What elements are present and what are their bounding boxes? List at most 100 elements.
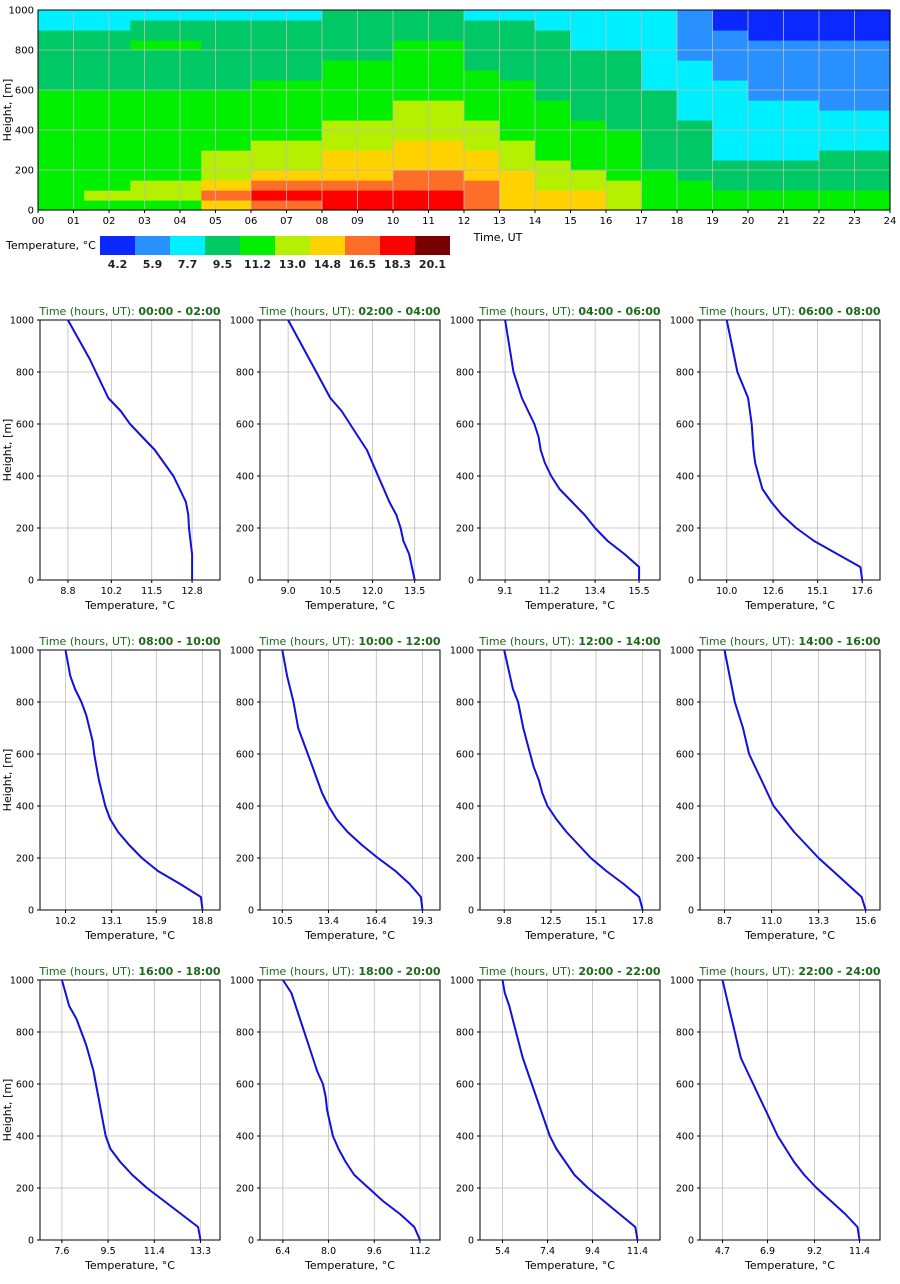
temperature-profile-line	[67, 319, 194, 580]
heatmap-cell	[641, 30, 678, 41]
heatmap-cell	[464, 150, 501, 161]
heatmap-cell	[712, 170, 749, 181]
heatmap-cell	[499, 130, 536, 141]
panel-title-range: 12:00 - 14:00	[578, 635, 661, 648]
heatmap-cell	[84, 160, 131, 171]
panel-y-tick-label: 200	[676, 854, 694, 865]
panel-y-tick-label: 400	[16, 802, 34, 813]
heatmap-cell	[712, 60, 749, 71]
legend-label: 13.0	[279, 258, 306, 271]
heatmap-cell	[606, 30, 643, 41]
heatmap-cell	[130, 110, 202, 121]
heatmap-cell	[464, 120, 501, 131]
panel-y-tick-label: 600	[676, 1080, 694, 1091]
heatmap-cell	[712, 40, 749, 51]
panel-x-tick-label: 13.4	[318, 916, 339, 927]
panel-x-tick-label: 8.7	[717, 916, 732, 927]
heatmap-cell	[570, 20, 607, 31]
panel-title-range: 18:00 - 20:00	[358, 965, 441, 978]
panel-y-tick-label: 200	[16, 1184, 34, 1195]
panel-x-tick-label: 13.3	[190, 1246, 211, 1257]
heatmap-cell	[677, 70, 714, 81]
panel-title-prefix: Time (hours, UT):	[698, 965, 798, 978]
panel-frame	[699, 319, 881, 581]
panel-y-tick-label: 600	[456, 1080, 474, 1091]
panel-title-prefix: Time (hours, UT):	[478, 635, 578, 648]
panel-y-tick-label: 1000	[450, 976, 474, 987]
legend-label: 16.5	[349, 258, 376, 271]
legend-swatch	[100, 236, 135, 255]
heatmap-cell	[641, 20, 678, 31]
heatmap-y-axis-label: Height, [m]	[1, 79, 14, 142]
heatmap-cell	[535, 170, 572, 181]
heatmap-cell	[606, 170, 643, 181]
heatmap-x-tick-label: 07	[280, 216, 293, 227]
panel-y-tick-label: 600	[456, 420, 474, 431]
panel-y-tick-label: 0	[468, 576, 474, 587]
panel-x-tick-label: 6.4	[275, 1246, 290, 1257]
heatmap-legend: Temperature, °C 4.2 5.9 7.7 9.5 11.2 13.0 14.8 1…	[5, 236, 450, 271]
heatmap-cell	[535, 100, 572, 111]
panel-x-tick-label: 10.2	[55, 916, 76, 927]
panel-x-axis-label: Temperature, °C	[84, 1259, 175, 1272]
panel-x-tick-label: 7.6	[54, 1246, 69, 1257]
heatmap-cell	[130, 150, 202, 161]
heatmap-cell	[130, 190, 202, 201]
panel-x-tick-label: 9.5	[101, 1246, 116, 1257]
heatmap-cell	[712, 20, 749, 31]
heatmap-cell	[130, 20, 202, 31]
heatmap-cell	[38, 110, 85, 121]
heatmap-cell	[38, 100, 85, 111]
panel-y-tick-label: 0	[688, 906, 694, 917]
panel-y-tick-label: 1000	[670, 646, 694, 657]
heatmap-cell	[499, 160, 536, 171]
heatmap-x-tick-label: 15	[564, 216, 577, 227]
heatmap-cell	[606, 100, 643, 111]
heatmap-cell	[464, 170, 501, 181]
temperature-profile-line	[64, 649, 204, 911]
heatmap-cell	[677, 30, 714, 41]
panel-y-tick-label: 1000	[10, 976, 34, 987]
panel-y-tick-label: 800	[236, 368, 254, 379]
panel-y-tick-label: 200	[456, 524, 474, 535]
panel-x-tick-label: 15.9	[146, 916, 167, 927]
heatmap-cell	[570, 190, 607, 201]
heatmap-cell	[84, 100, 131, 111]
panel-x-axis-label: Temperature, °C	[524, 1259, 615, 1272]
panel-y-tick-label: 400	[16, 1132, 34, 1143]
heatmap-cell	[606, 50, 643, 61]
heatmap-cell	[38, 60, 85, 71]
heatmap-cell	[641, 190, 678, 201]
heatmap-x-tick-label: 23	[848, 216, 861, 227]
heatmap-y-tick-label: 1000	[9, 6, 34, 17]
panel-x-tick-label: 15.1	[585, 916, 606, 927]
panel-title: Time (hours, UT): 04:00 - 06:00	[478, 305, 661, 318]
heatmap-x-tick-label: 16	[600, 216, 613, 227]
panel-y-tick-label: 1000	[450, 646, 474, 657]
panel-y-tick-label: 1000	[670, 976, 694, 987]
panel-x-axis-label: Temperature, °C	[744, 1259, 835, 1272]
heatmap-cell	[201, 180, 252, 191]
panel-x-tick-label: 18.8	[192, 916, 213, 927]
legend-swatch	[205, 236, 240, 255]
panel-y-tick-label: 800	[676, 698, 694, 709]
heatmap-x-tick-label: 19	[706, 216, 719, 227]
profile-panel: Time (hours, UT): 06:00 - 08:00 10.0 12.6 1…	[670, 305, 881, 612]
profile-panel: Time (hours, UT): 04:00 - 06:00 9.1 11.2 13…	[450, 305, 661, 612]
heatmap-x-tick-label: 21	[777, 216, 790, 227]
heatmap-cell	[606, 190, 643, 201]
panel-y-tick-label: 0	[468, 906, 474, 917]
heatmap-cell	[201, 100, 252, 111]
heatmap-cell	[84, 30, 131, 41]
heatmap-cell	[499, 190, 536, 201]
panel-title-prefix: Time (hours, UT):	[698, 305, 798, 318]
panel-x-axis-label: Temperature, °C	[84, 599, 175, 612]
heatmap-cell	[464, 190, 501, 201]
legend-label: 20.1	[419, 258, 446, 271]
panel-y-tick-label: 200	[456, 1184, 474, 1195]
profile-panel: Time (hours, UT): 16:00 - 18:00 7.6 9.5 11.…	[1, 965, 221, 1272]
heatmap-cell	[570, 120, 607, 131]
heatmap-cell	[499, 50, 536, 61]
heatmap-cell	[570, 80, 607, 91]
panel-title: Time (hours, UT): 08:00 - 10:00	[38, 635, 221, 648]
